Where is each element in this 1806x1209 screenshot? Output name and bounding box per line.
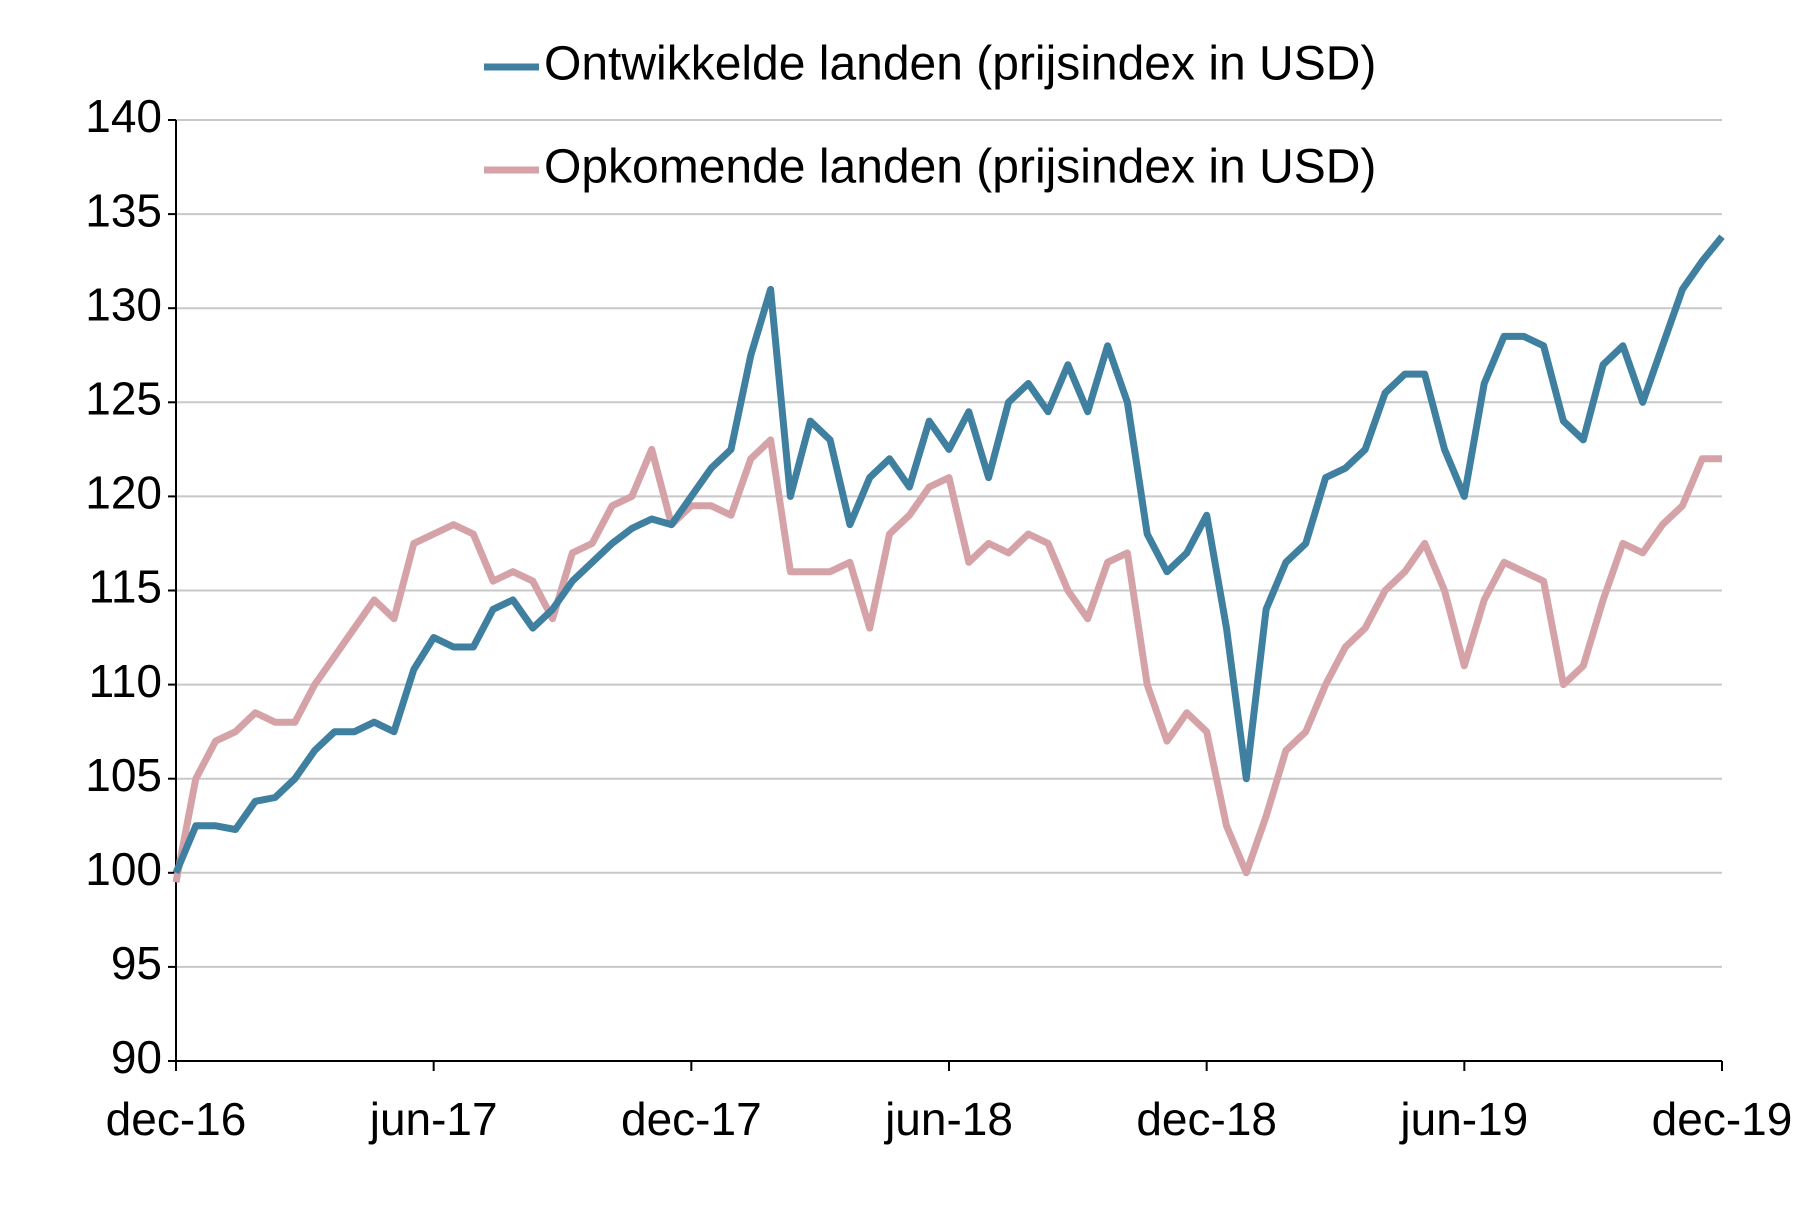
y-tick-label: 125 <box>85 372 162 424</box>
x-tick-label: jun-18 <box>883 1093 1013 1145</box>
x-tick-label: dec-19 <box>1652 1093 1793 1145</box>
y-tick-label: 135 <box>85 184 162 236</box>
legend-label: Ontwikkelde landen (prijsindex in USD) <box>544 38 1376 91</box>
y-tick-label: 100 <box>85 843 162 895</box>
y-tick-label: 140 <box>85 90 162 142</box>
x-tick-label: dec-18 <box>1136 1093 1277 1145</box>
y-tick-label: 130 <box>85 278 162 330</box>
x-tick-label: jun-19 <box>1398 1093 1528 1145</box>
x-tick-label: dec-16 <box>106 1093 247 1145</box>
x-tick-label: jun-17 <box>368 1093 498 1145</box>
series-line <box>172 436 1722 883</box>
x-tick-label: dec-17 <box>621 1093 762 1145</box>
y-tick-label: 115 <box>89 561 162 613</box>
y-tick-label: 120 <box>85 467 162 519</box>
y-tick-label: 110 <box>89 655 162 707</box>
y-tick-label: 95 <box>111 937 162 989</box>
series-line <box>172 234 1725 875</box>
y-tick-label: 90 <box>111 1031 162 1083</box>
y-tick-label: 105 <box>85 749 162 801</box>
legend-label: Opkomende landen (prijsindex in USD) <box>544 141 1376 194</box>
